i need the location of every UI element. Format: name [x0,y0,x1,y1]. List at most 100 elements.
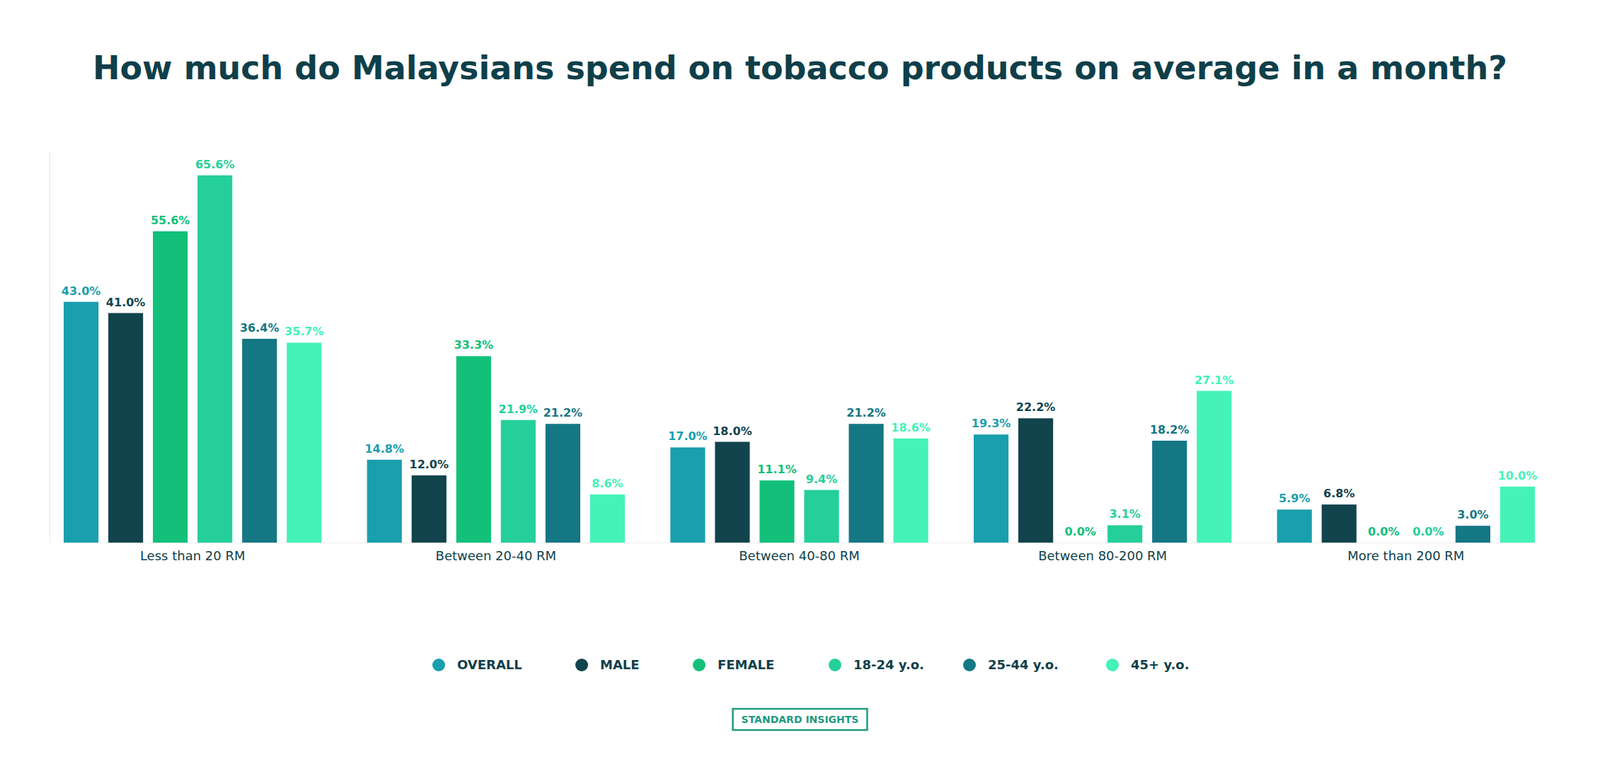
bar [848,423,884,543]
x-tick-label: Less than 20 RM [140,548,246,564]
data-label: 5.9% [1278,491,1310,506]
x-tick: Between 20-40 RM [435,542,557,564]
data-label: 65.6% [195,157,235,172]
bar [1196,391,1232,543]
legend-swatch [692,658,706,672]
bar [893,438,929,543]
data-label: 0.0% [1064,525,1096,539]
legend: OVERALL MALE FEMALE 18-24 y.o. 25-44 y.o. 45+… [432,657,1190,673]
chart: How much do Malaysians spend on tobacco … [0,0,1600,764]
bar [152,231,188,543]
x-tick: More than 200 RM [1347,542,1465,564]
data-label: 19.3% [971,416,1012,431]
legend-label: OVERALL [457,657,523,673]
data-label: 0.0% [1367,525,1400,539]
data-label: 27.1% [1194,373,1235,388]
y-axis-line [49,151,51,544]
data-label: 11.1% [757,462,797,477]
legend-label: FEMALE [717,657,775,673]
data-label: 22.2% [1016,400,1056,414]
bar [670,447,705,543]
data-label: 0.0% [1412,525,1444,539]
bar [456,355,492,543]
x-tick-label: More than 200 RM [1347,548,1465,564]
bar [242,338,277,543]
title: How much do Malaysians spend on tobacco … [92,48,1508,88]
x-axis-line [64,542,1536,544]
data-label: 10.0% [1498,469,1538,483]
data-label: 3.1% [1108,507,1141,521]
data-label: 18.2% [1149,423,1190,437]
bar [590,494,625,543]
data-label: 21.2% [846,406,886,420]
bar [286,342,322,543]
data-label: 33.3% [454,338,494,352]
legend-swatch [575,658,589,672]
bar [545,423,581,543]
legend-label: 45+ y.o. [1130,657,1190,673]
bar [367,459,402,543]
legend-label: 18-24 y.o. [853,657,925,673]
legend-item: OVERALL [432,657,523,673]
bar [411,475,447,543]
legend-item: 25-44 y.o. [963,657,1059,673]
bar [973,434,1009,543]
x-tick: Less than 20 RM [140,542,246,564]
data-label: 43.0% [61,284,102,298]
data-label: 21.2% [543,406,584,420]
bar [1107,525,1143,543]
bar [197,175,233,543]
legend-swatch [963,658,976,672]
x-tick-label: Between 20-40 RM [435,548,557,564]
legend-item: 18-24 y.o. [828,657,925,673]
data-labels: 43.0% 14.8% 17.0% 19.3% 5.9% 41.0% 12.0% 18.0% 2… [61,157,1538,539]
x-axis: Less than 20 RM Between 20-40 RM Between 4… [64,542,1536,564]
data-label: 18.0% [712,424,753,439]
legend-item: MALE [575,657,640,673]
source-label: STANDARD INSIGHTS [741,714,860,726]
bar [1018,418,1053,543]
x-tick: Between 80-200 RM [1038,542,1167,564]
legend-label: MALE [600,657,640,673]
x-tick-label: Between 80-200 RM [1038,548,1167,564]
data-label: 14.8% [364,442,405,456]
data-label: 12.0% [409,457,450,472]
bars [63,175,1535,543]
x-tick-label: Between 40-80 RM [738,548,860,564]
legend-swatch [1106,658,1119,672]
legend-item: 45+ y.o. [1106,657,1190,673]
data-label: 18.6% [890,421,931,435]
bar [63,302,99,543]
bar [1411,542,1446,544]
data-label: 41.0% [106,295,146,310]
source-box [733,709,868,731]
legend-label: 25-44 y.o. [987,657,1059,673]
bar [1321,504,1357,543]
data-label: 35.7% [284,324,325,339]
data-label: 36.4% [239,321,280,335]
bar [1500,486,1535,543]
data-label: 6.8% [1323,486,1355,501]
data-label: 3.0% [1457,508,1489,522]
legend-swatch [828,658,842,672]
bar [714,442,750,543]
bar [759,480,794,543]
legend-item: FEMALE [692,657,775,673]
bar [1152,440,1187,543]
data-label: 8.6% [591,476,623,491]
x-tick: Between 40-80 RM [738,542,860,564]
bar [1455,525,1491,543]
bar [501,420,536,543]
data-label: 9.4% [806,472,838,487]
bar [803,490,839,543]
data-label: 55.6% [150,213,191,228]
source: STANDARD INSIGHTS [733,709,868,731]
legend-swatch [432,658,446,672]
bar [1277,509,1312,543]
bar [1366,542,1402,544]
y-axis [49,151,51,544]
data-label: 17.0% [668,429,708,443]
bar [1062,542,1098,544]
data-label: 21.9% [498,402,539,417]
bar [108,313,143,543]
